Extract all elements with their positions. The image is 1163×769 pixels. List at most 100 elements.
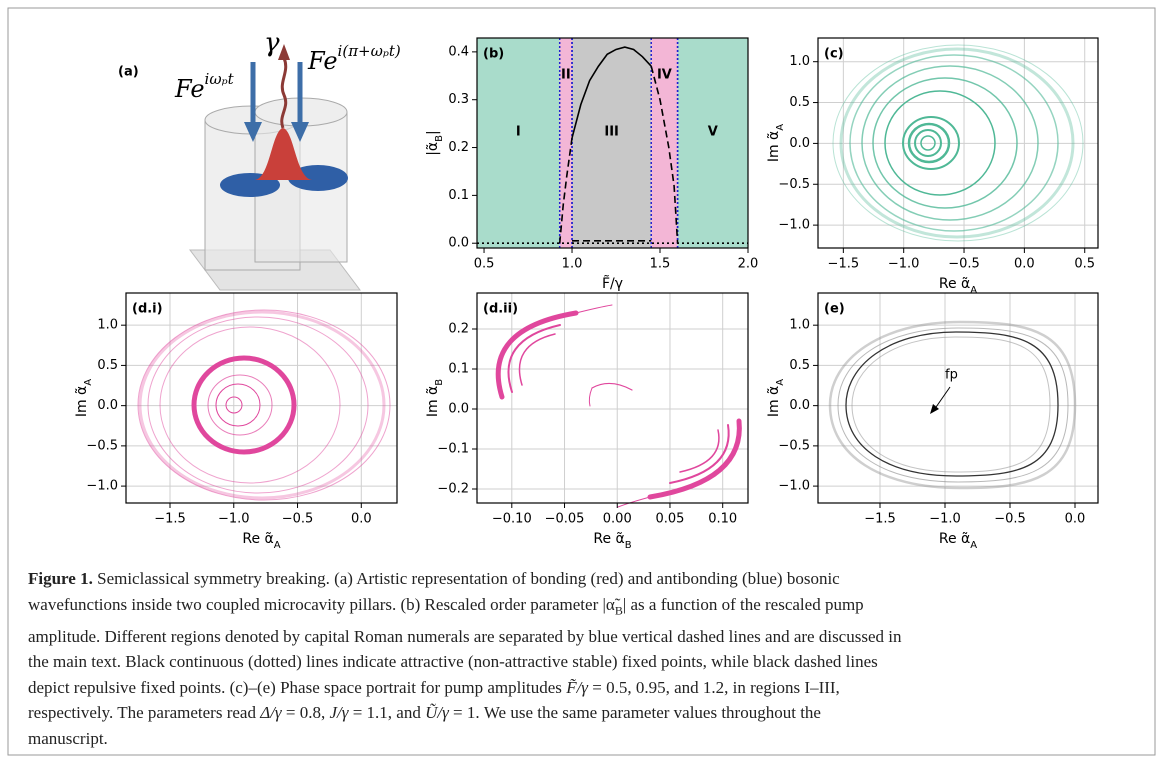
axis-label: Im α̃A xyxy=(766,124,786,162)
x-tick-label: 0.0 xyxy=(351,512,372,527)
axis-label: F̃/γ xyxy=(602,275,623,292)
caption-text: J/γ xyxy=(329,703,349,723)
series-line xyxy=(571,46,652,139)
pump-arrowhead xyxy=(244,122,262,142)
pump-base: Fe xyxy=(174,75,205,103)
axes-frame xyxy=(476,37,749,249)
axis-label-text: Re α̃ xyxy=(939,531,970,547)
pump-arrowhead xyxy=(291,122,309,142)
trajectory-d-i xyxy=(137,309,391,501)
axis-label: Re α̃A xyxy=(939,276,977,296)
pump-right: Fei(π+ωₚt) xyxy=(307,42,401,75)
region-label: I xyxy=(516,125,521,140)
caption-line: wavefunctions inside two coupled microca… xyxy=(28,592,1143,624)
panel-label: (d.i) xyxy=(132,302,163,317)
y-tick-label: −0.2 xyxy=(437,482,469,497)
axis-label-sub: B xyxy=(625,540,632,551)
axis-label-text: Re α̃ xyxy=(593,531,624,547)
trajectory-d-ii xyxy=(495,304,742,508)
trajectory-e xyxy=(828,320,1077,490)
loss-arrow xyxy=(280,57,288,129)
caption-text: Δ/γ xyxy=(260,703,282,723)
axis-label-sub: A xyxy=(970,540,977,551)
axis-label-text: Im α̃ xyxy=(74,386,90,417)
axis-label-text: Im α̃ xyxy=(425,386,441,417)
trajectory-c xyxy=(832,44,1084,242)
caption-text: = 1. We use the same parameter values th… xyxy=(448,703,821,723)
panel-label: (c) xyxy=(824,47,844,62)
x-tick-label: −1.5 xyxy=(828,257,860,272)
axes-frame xyxy=(125,292,398,504)
axis-label: Im α̃A xyxy=(74,379,94,417)
axis-label-text: Re α̃ xyxy=(242,531,273,547)
y-tick-label: 0.5 xyxy=(789,358,810,373)
y-tick-label: 0.5 xyxy=(789,95,810,110)
y-tick-label: −1.0 xyxy=(86,479,118,494)
x-tick-label: 0.5 xyxy=(1074,257,1095,272)
caption-line: the main text. Black continuous (dotted)… xyxy=(28,649,1143,675)
axis-label-sub: A xyxy=(83,379,94,386)
axis-label-sub: B xyxy=(434,135,445,142)
x-tick-label: −0.5 xyxy=(282,512,314,527)
region xyxy=(477,38,560,248)
y-tick-label: 0.0 xyxy=(448,402,469,417)
pump-left: Feiωₚt xyxy=(174,70,235,103)
caption-line: respectively. The parameters read Δ/γ = … xyxy=(28,700,1143,726)
caption-text: amplitude. Different regions denoted by … xyxy=(28,626,902,646)
figure-border xyxy=(7,7,1156,756)
axes-frame xyxy=(817,37,1099,249)
loss-arrowhead xyxy=(278,44,290,60)
axes-frame xyxy=(476,292,749,504)
region-label: V xyxy=(708,125,718,140)
y-tick-label: 0.0 xyxy=(789,136,810,151)
axis-label-text: |α̃ xyxy=(425,142,441,156)
caption-text: manuscript. xyxy=(28,728,108,748)
x-tick-label: 1.0 xyxy=(562,257,583,272)
region xyxy=(651,38,678,248)
region-label: III xyxy=(604,125,619,140)
x-tick-label: 0.0 xyxy=(1014,257,1035,272)
x-tick-label: −1.5 xyxy=(864,512,896,527)
caption-text: Figure 1. xyxy=(28,569,93,588)
caption-text: = 0.5, 0.95, and 1.2, in regions I–III, xyxy=(588,677,840,697)
caption-text: B xyxy=(614,602,623,617)
caption-text: respectively. The parameters read xyxy=(28,703,261,723)
y-tick-label: −0.1 xyxy=(437,442,469,457)
x-tick-label: −0.5 xyxy=(994,512,1026,527)
pump-exponent: iωₚt xyxy=(205,70,235,88)
y-tick-label: 0.1 xyxy=(448,188,469,203)
caption-text: Semiclassical symmetry breaking. (a) Art… xyxy=(92,569,840,588)
axis-label-text: Im α̃ xyxy=(766,386,782,417)
x-tick-label: 0.10 xyxy=(708,512,737,527)
y-tick-label: 0.5 xyxy=(97,358,118,373)
annotation: fp xyxy=(945,368,958,383)
illustration: (a) Feiωₚt γ Fei(π+ωₚt) xyxy=(118,28,401,291)
region-label: IV xyxy=(657,68,672,83)
y-tick-label: 0.0 xyxy=(789,398,810,413)
axis-label: Re α̃A xyxy=(939,531,977,551)
x-tick-label: 0.5 xyxy=(474,257,495,272)
axis-label-text: F̃/γ xyxy=(602,275,623,292)
y-tick-label: 1.0 xyxy=(789,54,810,69)
x-tick-label: 0.0 xyxy=(1065,512,1086,527)
x-tick-label: −0.5 xyxy=(948,257,980,272)
pump-base: Fe xyxy=(307,47,338,75)
region-label: II xyxy=(561,68,571,83)
caption-line: Figure 1. Semiclassical symmetry breakin… xyxy=(28,566,1143,592)
y-tick-label: 0.0 xyxy=(97,398,118,413)
x-tick-label: 2.0 xyxy=(738,257,759,272)
x-tick-label: −1.5 xyxy=(154,512,186,527)
axis-label-text: | xyxy=(425,130,441,135)
series-line xyxy=(650,66,679,244)
axis-label-sub: A xyxy=(775,124,786,131)
caption-text: Ũ/γ xyxy=(425,703,449,723)
panel-label: (b) xyxy=(483,47,504,62)
region xyxy=(677,38,748,248)
caption-text: = 0.8, xyxy=(281,703,330,723)
y-tick-label: −0.5 xyxy=(778,177,810,192)
x-tick-label: −1.0 xyxy=(929,512,961,527)
y-tick-label: 0.3 xyxy=(448,92,469,107)
loss-label: γ xyxy=(264,28,280,58)
